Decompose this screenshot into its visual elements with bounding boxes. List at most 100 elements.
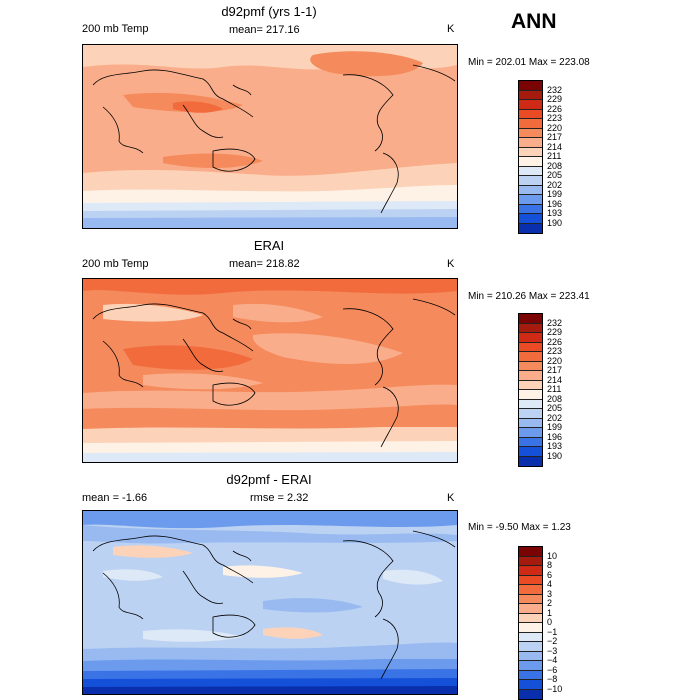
colorbar-cell <box>519 556 542 566</box>
panel-3-title: d92pmf - ERAI <box>226 472 312 487</box>
colorbar-cell <box>519 314 542 324</box>
colorbar-cell <box>519 428 542 438</box>
colorbar-cell <box>519 157 542 167</box>
colorbar-tick-label: 2 <box>547 598 553 608</box>
colorbar-tick-label: 211 <box>547 384 562 394</box>
panel-1-variable-label: 200 mb Temp <box>82 23 149 35</box>
colorbar-tick-label: 229 <box>547 94 563 104</box>
colorbar-cell <box>519 418 542 428</box>
panel-3-map <box>82 510 458 695</box>
colorbar-cell <box>519 585 542 595</box>
colorbar-cell <box>519 604 542 614</box>
colorbar-tick-label: 217 <box>547 365 563 375</box>
colorbar-tick-label: 217 <box>547 132 563 142</box>
panel-1-title: d92pmf (yrs 1-1) <box>221 4 317 19</box>
colorbar-tick-label: 220 <box>547 122 563 133</box>
colorbar-tick-label: 223 <box>547 346 563 356</box>
panel-2-title: ERAI <box>253 238 285 253</box>
colorbar-tick-label: −4 <box>547 655 558 665</box>
panel-2-units-label: K <box>447 258 455 270</box>
colorbar-tick-label: 6 <box>547 569 553 580</box>
colorbar-tick-label: 1 <box>547 607 553 618</box>
panel-3-map-svg <box>83 511 457 694</box>
panel-1-minmax: Min = 202.01 Max = 223.08 <box>468 57 590 68</box>
colorbar-tick-label: 199 <box>547 189 563 199</box>
panel-2-map <box>82 278 458 463</box>
colorbar-cell <box>519 81 542 91</box>
colorbar-cell <box>519 214 542 224</box>
colorbar-tick-label: 226 <box>547 103 563 114</box>
colorbar-cell <box>519 613 542 623</box>
colorbar-cell <box>519 109 542 119</box>
colorbar-cell <box>519 323 542 333</box>
colorbar-tick-label: 196 <box>547 198 563 209</box>
panel-2-colorbar <box>518 313 543 467</box>
colorbar-cell <box>519 352 542 362</box>
colorbar-cell <box>519 632 542 642</box>
colorbar-cell <box>519 409 542 419</box>
colorbar-tick-label: 220 <box>547 355 563 366</box>
colorbar-tick-label: 214 <box>547 374 563 385</box>
panel-2-minmax: Min = 210.26 Max = 223.41 <box>468 291 590 302</box>
colorbar-cell <box>519 566 542 576</box>
colorbar-tick-label: −8 <box>547 674 558 684</box>
colorbar-tick-label: 208 <box>547 393 563 404</box>
colorbar-cell <box>519 223 542 233</box>
colorbar-cell <box>519 147 542 157</box>
panel-3-units-label: K <box>447 492 455 504</box>
colorbar-tick-label: 193 <box>547 441 563 451</box>
colorbar-tick-label: 205 <box>547 170 563 180</box>
panel-1-mean-label: mean= 217.16 <box>229 24 300 36</box>
colorbar-cell <box>519 670 542 680</box>
colorbar-tick-label: 202 <box>547 412 563 423</box>
colorbar-tick-label: −2 <box>547 636 558 646</box>
colorbar-tick-label: 223 <box>547 113 563 123</box>
colorbar-cell <box>519 437 542 447</box>
colorbar-cell <box>519 594 542 604</box>
colorbar-cell <box>519 195 542 205</box>
colorbar-cell <box>519 680 542 690</box>
panel-3-minmax: Min = -9.50 Max = 1.23 <box>468 522 571 533</box>
colorbar-cell <box>519 333 542 343</box>
colorbar-tick-label: 205 <box>547 403 563 413</box>
panel-2-variable-label: 200 mb Temp <box>82 258 149 270</box>
panel-2-mean-label: mean= 218.82 <box>229 258 300 270</box>
colorbar-tick-label: 208 <box>547 160 563 171</box>
colorbar-cell <box>519 547 542 557</box>
panel-1-units-label: K <box>447 23 455 35</box>
colorbar-tick-label: 190 <box>547 450 563 461</box>
colorbar-cell <box>519 642 542 652</box>
colorbar-tick-label: 4 <box>547 579 553 589</box>
colorbar-tick-label: 3 <box>547 588 553 599</box>
panel-3-colorbar <box>518 546 543 700</box>
colorbar-cell <box>519 575 542 585</box>
colorbar-tick-label: 232 <box>547 317 563 328</box>
panel-3-mean-label: mean = -1.66 <box>82 492 148 504</box>
colorbar-cell <box>519 185 542 195</box>
colorbar-tick-label: 199 <box>547 422 563 432</box>
panel-3-rmse-label: rmse = 2.32 <box>250 492 309 504</box>
colorbar-cell <box>519 447 542 457</box>
colorbar-tick-label: 10 <box>547 550 558 561</box>
panel-1-colorbar <box>518 80 543 234</box>
colorbar-tick-label: 202 <box>547 179 563 190</box>
colorbar-cell <box>519 380 542 390</box>
colorbar-tick-label: −3 <box>547 645 558 656</box>
colorbar-tick-label: 229 <box>547 327 563 337</box>
colorbar-tick-label: −1 <box>547 626 558 637</box>
colorbar-tick-label: 8 <box>547 560 553 570</box>
panel-1-map <box>82 44 458 229</box>
colorbar-tick-label: 190 <box>547 217 563 228</box>
colorbar-cell <box>519 204 542 214</box>
colorbar-tick-label: −10 <box>547 683 563 694</box>
colorbar-cell <box>519 390 542 400</box>
colorbar-cell <box>519 399 542 409</box>
colorbar-tick-label: 196 <box>547 431 563 442</box>
season-label: ANN <box>511 10 557 33</box>
colorbar-tick-label: 232 <box>547 84 563 95</box>
colorbar-cell <box>519 138 542 148</box>
colorbar-cell <box>519 90 542 100</box>
colorbar-cell <box>519 176 542 186</box>
colorbar-cell <box>519 661 542 671</box>
colorbar-tick-label: 211 <box>547 151 562 161</box>
